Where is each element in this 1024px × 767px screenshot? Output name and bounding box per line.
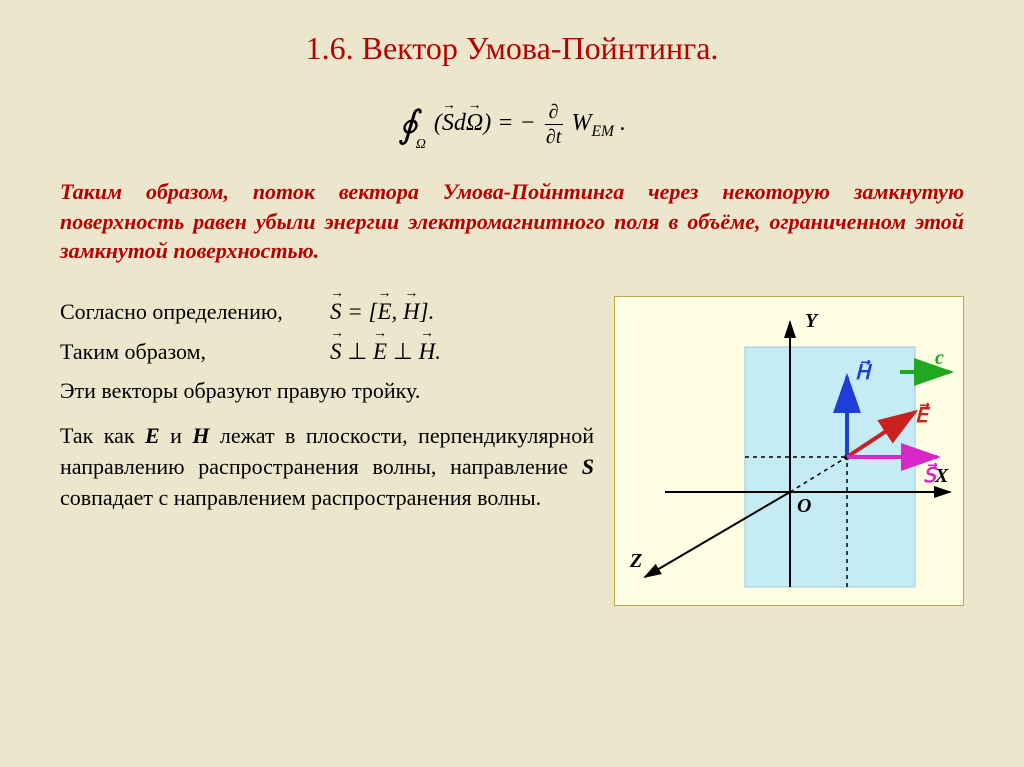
partial-top: ∂ (545, 102, 563, 125)
integral-sign: ∮ (398, 102, 418, 147)
body-paragraph: Так как E и H лежат в плоскости, перпенд… (60, 421, 594, 513)
highlight-paragraph: Таким образом, поток вектора Умова-Пойнт… (60, 177, 964, 266)
diagram-svg: Y X Z O H⃗ (615, 297, 965, 607)
x-axis-label: X (934, 465, 949, 487)
eq-s-perp: →S ⊥ →E ⊥ →H. (330, 336, 441, 368)
content-columns: Согласно определению, →S = [→E, →H]. Так… (60, 296, 964, 606)
thus-label: Таким образом, (60, 337, 330, 368)
highlight-lead: Таким образом, (60, 179, 253, 204)
right-column: Y X Z O H⃗ (614, 296, 964, 606)
wave-plane (745, 347, 915, 587)
energy-W-sub: EM (592, 123, 615, 140)
main-equation: ∮Ω (→Sd→Ω) = − ∂∂t WEM . (60, 102, 964, 147)
slide-title: 1.6. Вектор Умова-Пойнтинга. (60, 30, 964, 67)
z-axis-label: Z (629, 550, 642, 572)
origin-label: O (797, 495, 811, 517)
left-column: Согласно определению, →S = [→E, →H]. Так… (60, 296, 594, 514)
partial-bot: ∂t (545, 125, 563, 147)
energy-W: W (572, 110, 592, 136)
integral-sub: Ω (416, 137, 426, 152)
vector-E-label: E⃗ (915, 402, 931, 427)
slide: 1.6. Вектор Умова-Пойнтинга. ∮Ω (→Sd→Ω) … (0, 0, 1024, 767)
right-triple-text: Эти векторы образуют правую тройку. (60, 376, 594, 407)
y-axis-label: Y (805, 310, 819, 332)
vector-c-label: c (935, 347, 944, 369)
def-label-1: Согласно определению, (60, 297, 330, 328)
vector-diagram: Y X Z O H⃗ (614, 296, 964, 606)
